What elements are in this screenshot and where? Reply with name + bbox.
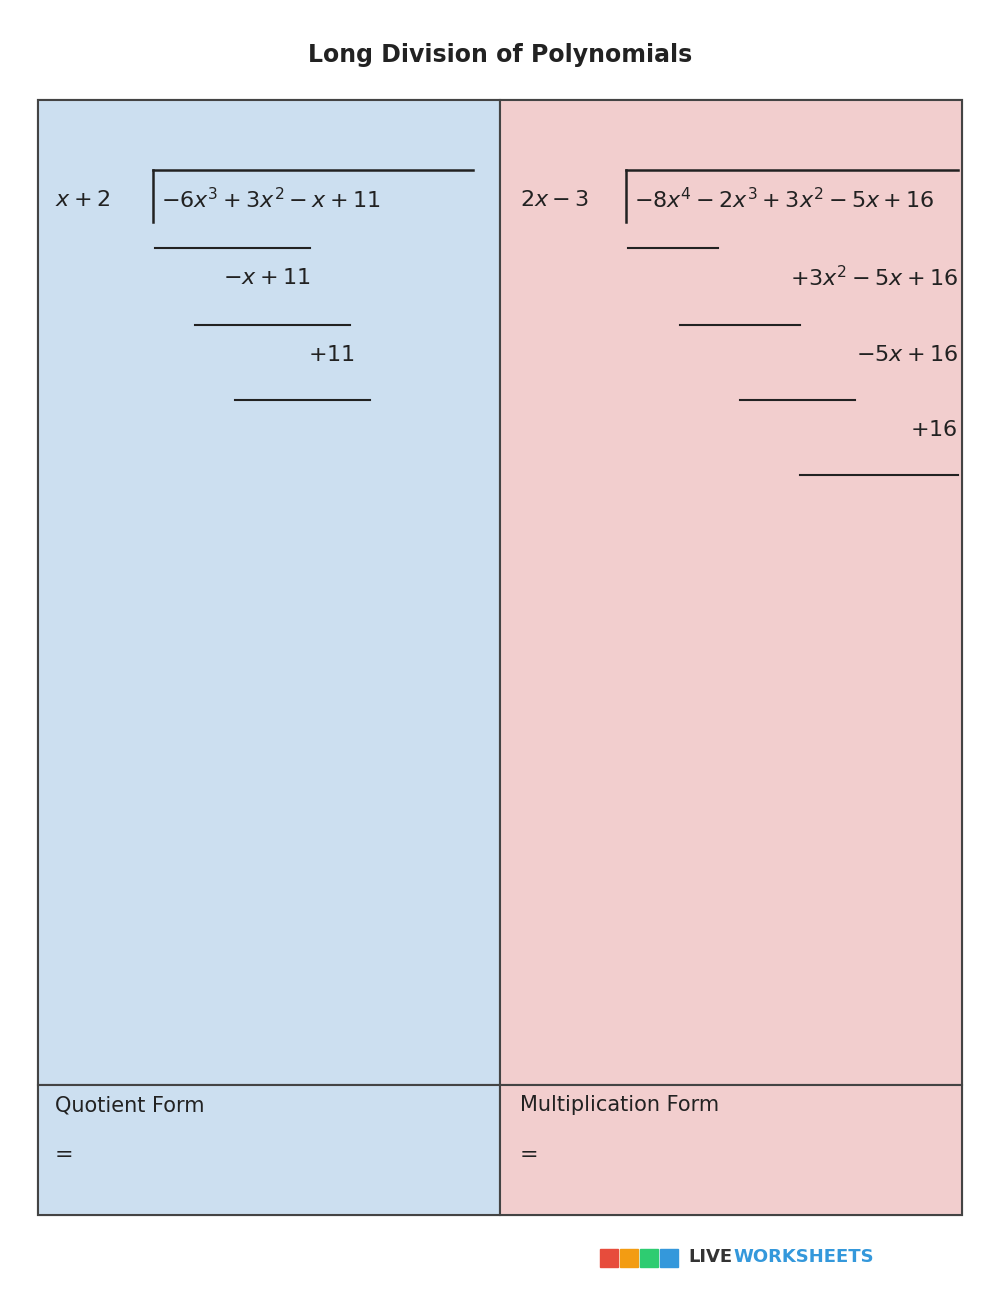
Text: $+ 3x^2 - 5x + 16$: $+ 3x^2 - 5x + 16$	[790, 266, 958, 290]
Text: $x + 2$: $x + 2$	[55, 190, 110, 210]
Text: WORKSHEETS: WORKSHEETS	[733, 1248, 874, 1266]
Text: $-8x^4 - 2x^3 + 3x^2 - 5x + 16$: $-8x^4 - 2x^3 + 3x^2 - 5x + 16$	[634, 187, 935, 213]
Bar	[500, 99, 962, 1084]
Text: $+16$: $+16$	[910, 420, 958, 440]
Bar	[600, 1248, 618, 1266]
Bar	[620, 1248, 638, 1266]
Bar	[38, 99, 962, 1215]
Text: $- x + 11$: $- x + 11$	[223, 269, 310, 288]
Text: Quotient Form: Quotient Form	[55, 1095, 205, 1115]
Bar	[660, 1248, 678, 1266]
Text: $+ 11$: $+ 11$	[308, 345, 355, 365]
Bar	[640, 1248, 658, 1266]
Text: $2x - 3$: $2x - 3$	[520, 190, 589, 210]
Bar	[500, 1084, 962, 1215]
Text: Long Division of Polynomials: Long Division of Polynomials	[308, 43, 692, 67]
Text: $-6x^3 + 3x^2 - x + 11$: $-6x^3 + 3x^2 - x + 11$	[161, 187, 381, 213]
Bar	[38, 1084, 500, 1215]
Text: =: =	[520, 1145, 539, 1164]
Text: Multiplication Form: Multiplication Form	[520, 1095, 719, 1115]
Text: $- 5x + 16$: $- 5x + 16$	[856, 345, 958, 365]
Text: =: =	[55, 1145, 74, 1164]
Text: LIVE: LIVE	[688, 1248, 732, 1266]
Bar	[38, 99, 500, 1084]
